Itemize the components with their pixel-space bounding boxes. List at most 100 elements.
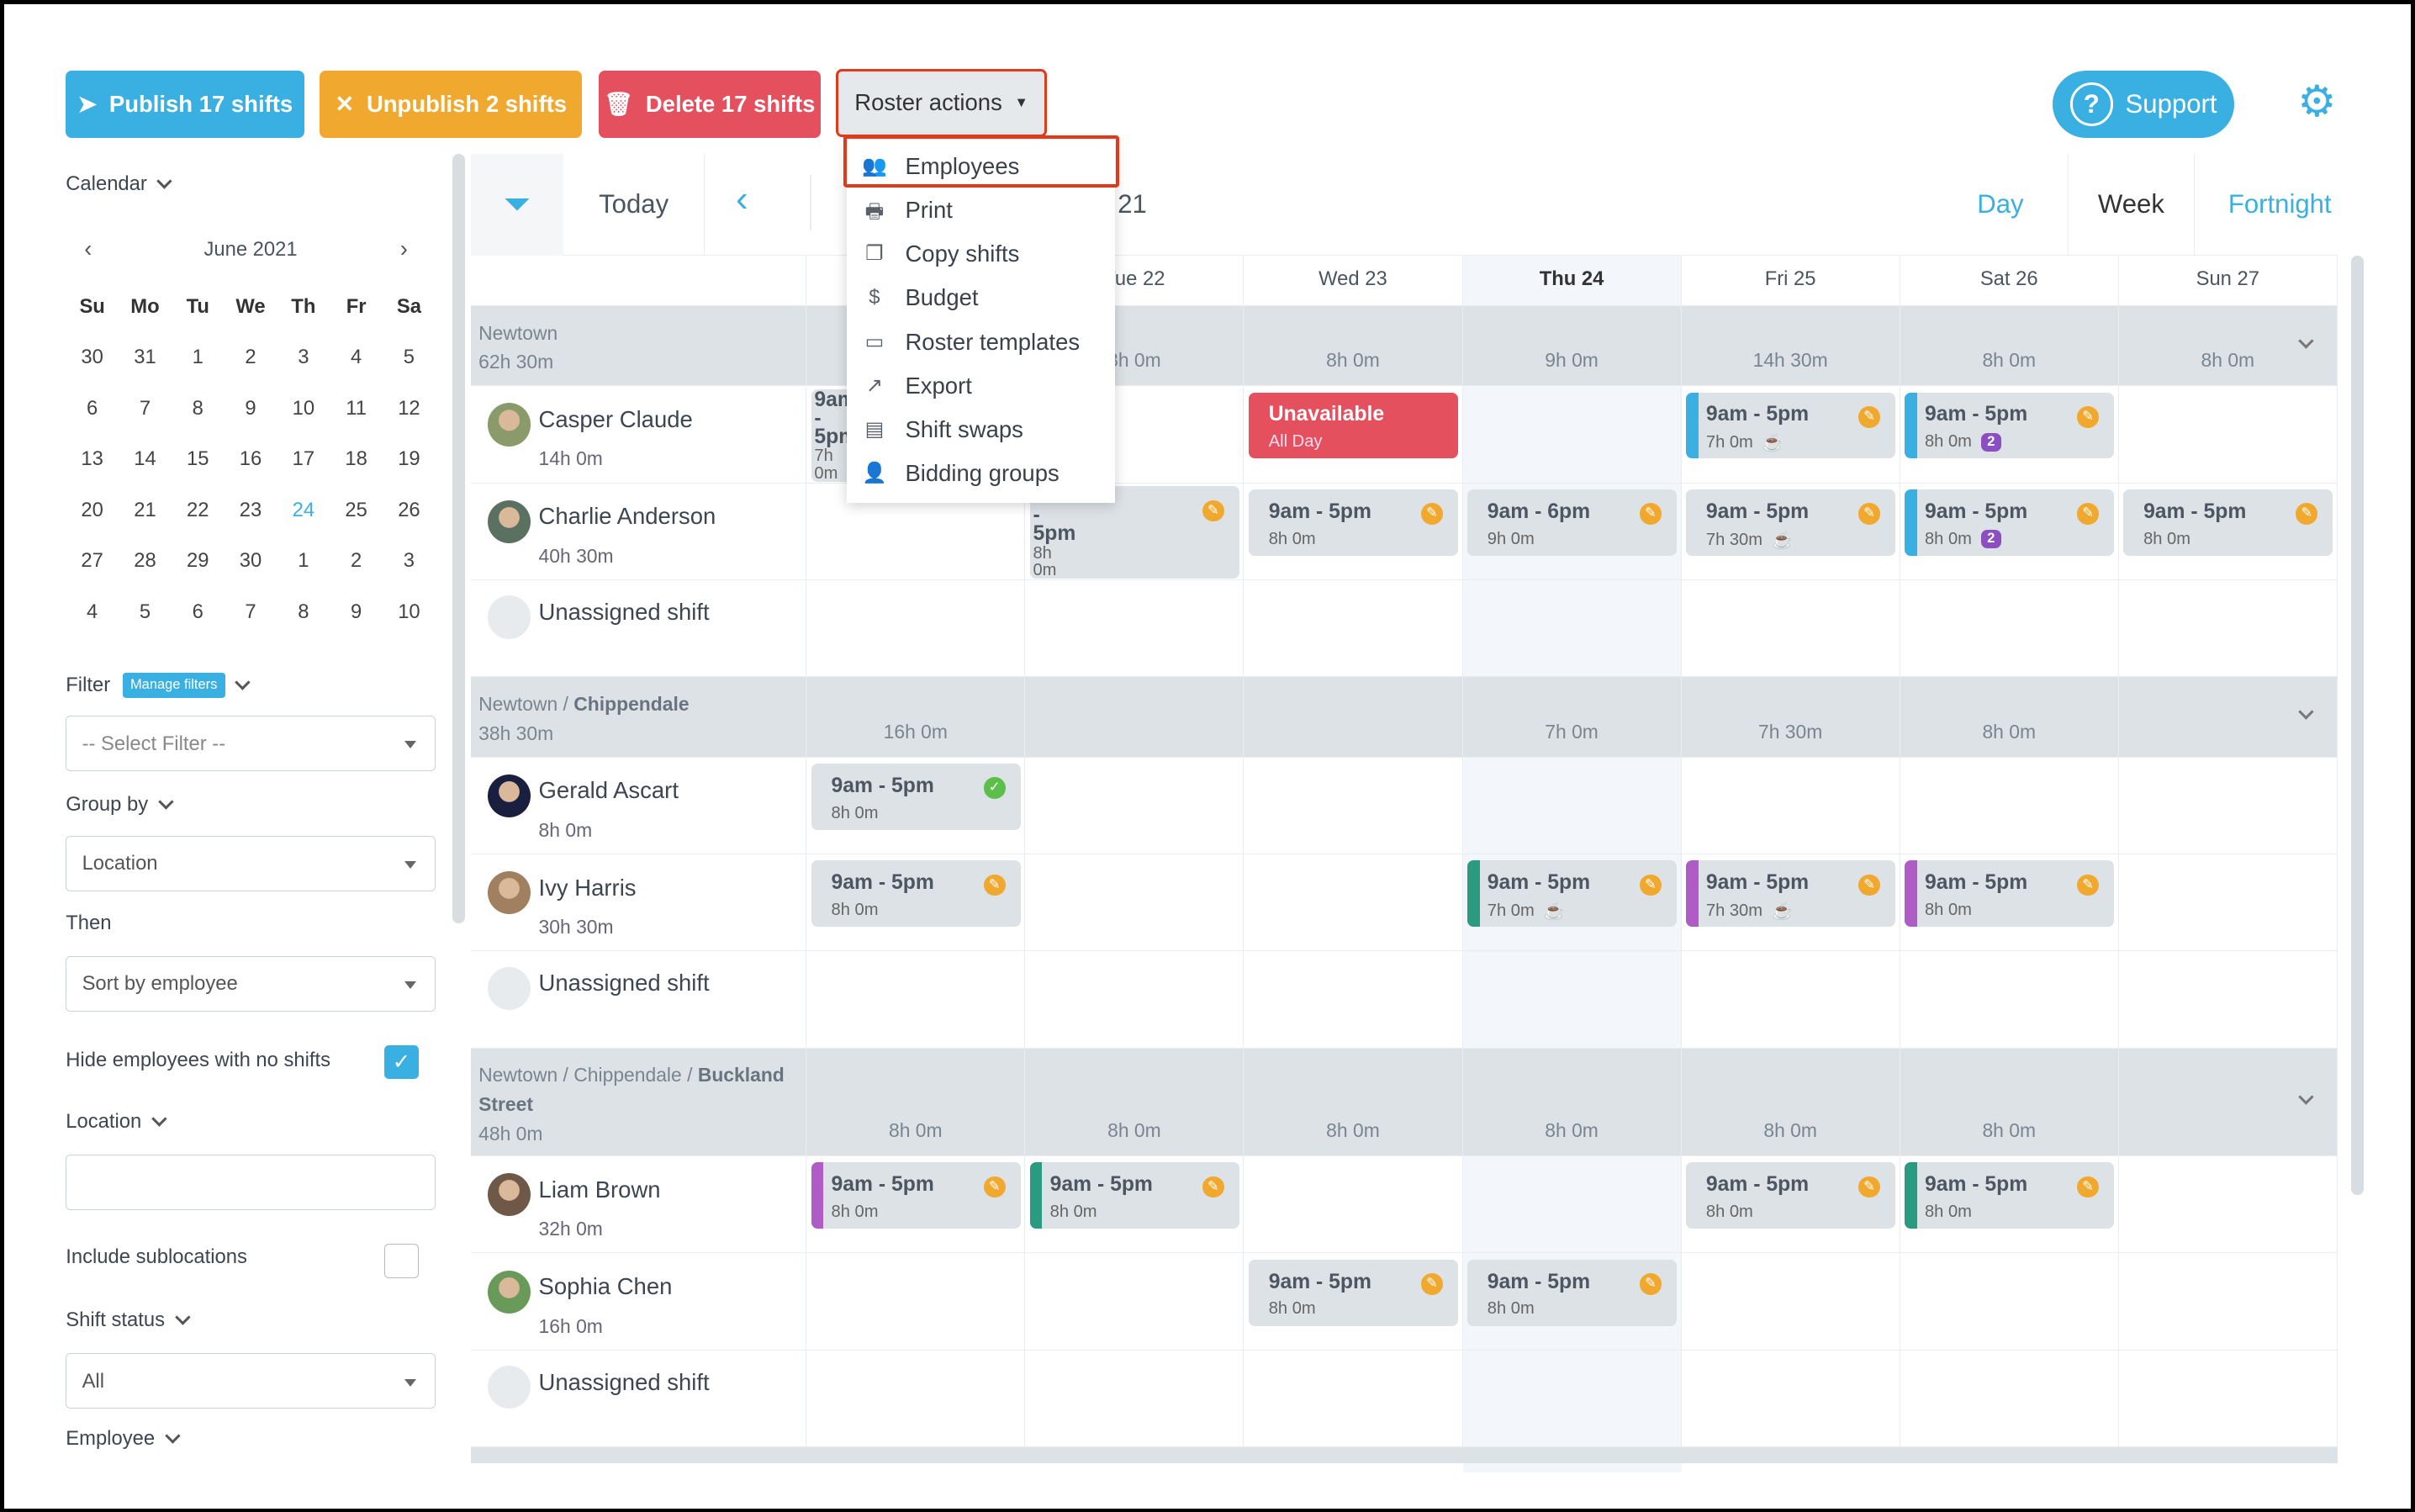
calendar-day[interactable]: 14 [134, 447, 156, 471]
then-select[interactable]: Sort by employee [66, 955, 436, 1012]
roster-cell[interactable] [1900, 1350, 2119, 1448]
calendar-day[interactable]: 17 [292, 447, 315, 471]
roster-actions-button[interactable]: Roster actions ▼ [836, 68, 1047, 137]
shift-card[interactable]: 9am - 5pm 8h 0m ✎ [1905, 1162, 2115, 1229]
hide-employees-checkbox[interactable]: ✓ [384, 1045, 419, 1080]
edit-pencil-icon[interactable]: ✎ [1858, 406, 1880, 428]
shift-card[interactable]: 9am - 5pm 8h 0m ✎ [1467, 1259, 1678, 1326]
location-input[interactable] [66, 1155, 436, 1211]
roster-cell[interactable] [1900, 580, 2119, 678]
shift-card[interactable]: 9am - 5pm 8h 0m ✎ [1686, 1162, 1896, 1229]
calendar-day[interactable]: 18 [345, 447, 367, 471]
calendar-day[interactable]: 11 [346, 396, 367, 420]
employee-section[interactable]: Employee [66, 1427, 181, 1451]
edit-pencil-icon[interactable]: ✎ [1202, 500, 1224, 522]
shift-card[interactable]: 9am - 5pm 8h 0m ✎ [1029, 1162, 1239, 1229]
published-check-icon[interactable]: ✓ [983, 777, 1006, 800]
next-month-button[interactable]: › [399, 235, 408, 262]
calendar-day[interactable]: 8 [298, 600, 309, 623]
roster-cell[interactable] [1900, 854, 2119, 952]
roster-cell[interactable] [1462, 1253, 1682, 1351]
roster-cell[interactable] [1681, 757, 1900, 855]
edit-pencil-icon[interactable]: ✎ [2077, 874, 2099, 896]
shift-card[interactable]: 9am - 5pm 7h 0m ☕ ✎ [1686, 392, 1896, 459]
calendar-day[interactable]: 5 [403, 346, 415, 369]
grid-scrollbar[interactable] [2351, 255, 2364, 1195]
roster-cell[interactable] [1025, 1253, 1244, 1351]
roster-cell[interactable] [1025, 483, 1244, 580]
roster-cell[interactable] [1900, 386, 2119, 484]
roster-cell[interactable] [2118, 386, 2338, 484]
calendar-day[interactable]: 4 [87, 600, 98, 623]
roster-cell[interactable] [1681, 386, 1900, 484]
calendar-day[interactable]: 28 [134, 549, 156, 573]
roster-cell[interactable] [806, 580, 1026, 678]
roster-cell[interactable] [2118, 951, 2338, 1049]
menu-item-roster-templates[interactable]: ▭ Roster templates [847, 320, 1115, 363]
location-section[interactable]: Location [66, 1110, 167, 1134]
roster-cell[interactable] [1025, 580, 1244, 678]
roster-cell[interactable] [1244, 483, 1463, 580]
edit-pencil-icon[interactable]: ✎ [1640, 874, 1662, 896]
sidebar-scrollbar[interactable] [452, 153, 465, 924]
roster-cell[interactable] [1900, 483, 2119, 580]
calendar-day[interactable]: 1 [192, 346, 203, 369]
edit-pencil-icon[interactable]: ✎ [983, 1176, 1006, 1198]
calendar-day[interactable]: 7 [139, 396, 151, 420]
employee-cell[interactable]: Ivy Harris 30h 30m [470, 854, 807, 952]
shift-card[interactable]: 9am - 5pm 7h 30m ☕ ✎ [1686, 860, 1896, 928]
roster-cell[interactable] [1681, 1350, 1900, 1448]
menu-item-print[interactable]: 🖶 Print [847, 188, 1115, 232]
calendar-day[interactable]: 10 [292, 396, 315, 420]
chevron-down-icon[interactable] [235, 674, 251, 690]
roster-cell[interactable] [1681, 483, 1900, 580]
roster-cell[interactable] [1681, 951, 1900, 1049]
menu-item-bidding-groups[interactable]: 👤 Bidding groups [847, 452, 1115, 495]
group-by-section[interactable]: Group by [66, 793, 174, 817]
edit-pencil-icon[interactable]: ✎ [983, 874, 1006, 896]
shift-card[interactable]: 9am - 5pm 7h 0m ☕ ✎ [1467, 860, 1678, 928]
calendar-day[interactable]: 9 [351, 600, 362, 623]
employee-name[interactable]: Gerald Ascart [538, 777, 679, 804]
roster-cell[interactable] [1462, 951, 1682, 1049]
shift-card[interactable]: 9am - 5pm 8h 0m ✎ [1248, 1259, 1459, 1326]
roster-cell[interactable] [1244, 1350, 1463, 1448]
calendar-day[interactable]: 21 [134, 498, 156, 521]
roster-cell[interactable] [1244, 854, 1463, 952]
shift-card[interactable]: 9am - 5pm 8h 0m ✎ [811, 1162, 1021, 1229]
roster-cell[interactable] [1025, 757, 1244, 855]
employee-name[interactable]: Liam Brown [538, 1176, 661, 1203]
roster-cell[interactable] [1900, 1156, 2119, 1254]
employee-cell[interactable]: Unassigned shift [470, 951, 807, 1049]
calendar-day[interactable]: 20 [81, 498, 103, 521]
employee-name[interactable]: Casper Claude [538, 406, 693, 433]
calendar-day[interactable]: 16 [239, 447, 262, 471]
calendar-day[interactable]: 10 [398, 600, 420, 623]
calendar-day[interactable]: 12 [398, 396, 420, 420]
roster-cell[interactable] [806, 483, 1026, 580]
calendar-day[interactable]: 4 [351, 346, 362, 369]
edit-pencil-icon[interactable]: ✎ [2077, 503, 2099, 526]
edit-pencil-icon[interactable]: ✎ [1858, 874, 1880, 896]
roster-cell[interactable] [806, 854, 1026, 952]
calendar-day[interactable]: 25 [345, 498, 367, 521]
calendar-day[interactable]: 1 [298, 549, 309, 573]
roster-cell[interactable] [1462, 1350, 1682, 1448]
support-button[interactable]: ? Support [2053, 70, 2235, 139]
calendar-day[interactable]: 13 [81, 447, 103, 471]
calendar-day[interactable]: 26 [398, 498, 420, 521]
roster-cell[interactable] [1025, 1156, 1244, 1254]
roster-cell[interactable] [2118, 1253, 2338, 1351]
roster-cell[interactable] [1244, 757, 1463, 855]
menu-item-budget[interactable]: $ Budget [847, 276, 1115, 320]
shift-status-select[interactable]: All [66, 1353, 436, 1409]
today-button[interactable]: Today [563, 153, 705, 256]
roster-cell[interactable] [1462, 386, 1682, 484]
roster-cell[interactable] [1025, 854, 1244, 952]
roster-cell[interactable] [1244, 386, 1463, 484]
employee-cell[interactable]: Casper Claude 14h 0m [470, 386, 807, 484]
roster-cell[interactable] [806, 757, 1026, 855]
roster-cell[interactable] [2118, 483, 2338, 580]
menu-item-employees[interactable]: 👥 Employees [847, 145, 1115, 188]
edit-pencil-icon[interactable]: ✎ [2296, 503, 2318, 526]
